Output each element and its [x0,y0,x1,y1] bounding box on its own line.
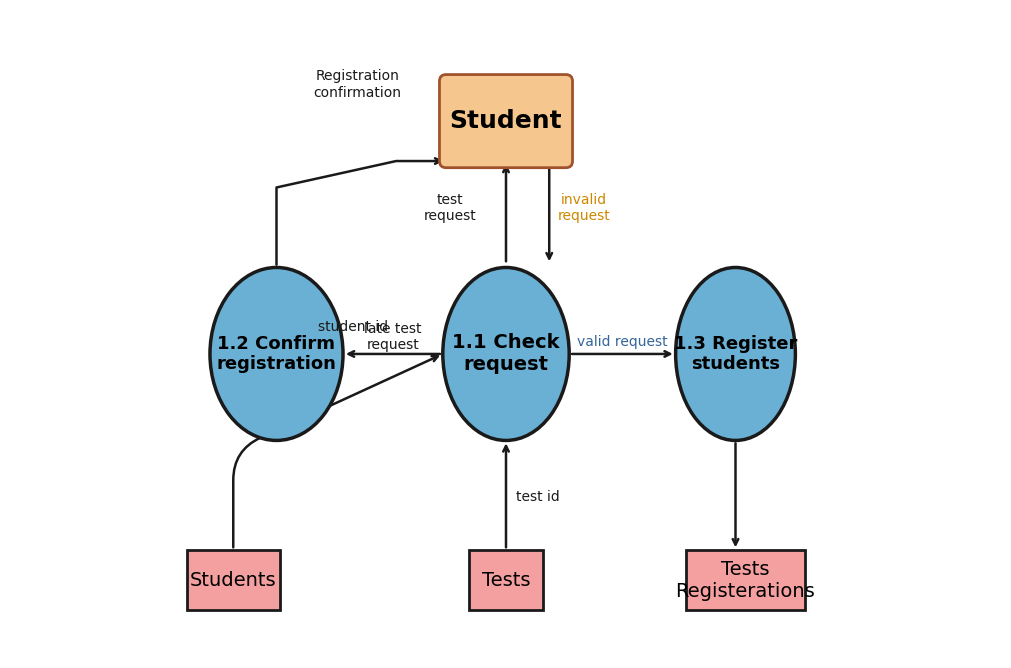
Text: test
request: test request [423,192,475,222]
FancyBboxPatch shape [469,550,542,610]
Text: student id: student id [317,321,387,335]
FancyBboxPatch shape [684,550,805,610]
Text: invalid
request: invalid request [557,192,610,222]
Text: test id: test id [516,490,559,504]
Text: Tests: Tests [481,570,530,590]
Text: valid request: valid request [576,335,667,349]
Text: Registration
confirmation: Registration confirmation [312,69,400,100]
Text: Students: Students [190,570,276,590]
Ellipse shape [443,267,568,440]
Text: late test
request: late test request [364,322,422,353]
Text: 1.1 Check
request: 1.1 Check request [452,333,559,375]
Text: 1.2 Confirm
registration: 1.2 Confirm registration [216,335,336,373]
Text: 1.3 Register
students: 1.3 Register students [673,335,797,373]
Ellipse shape [209,267,343,440]
Text: Student: Student [449,109,562,133]
FancyBboxPatch shape [186,550,280,610]
FancyBboxPatch shape [439,75,572,168]
Ellipse shape [675,267,795,440]
Text: Tests
Registerations: Tests Registerations [675,560,815,601]
